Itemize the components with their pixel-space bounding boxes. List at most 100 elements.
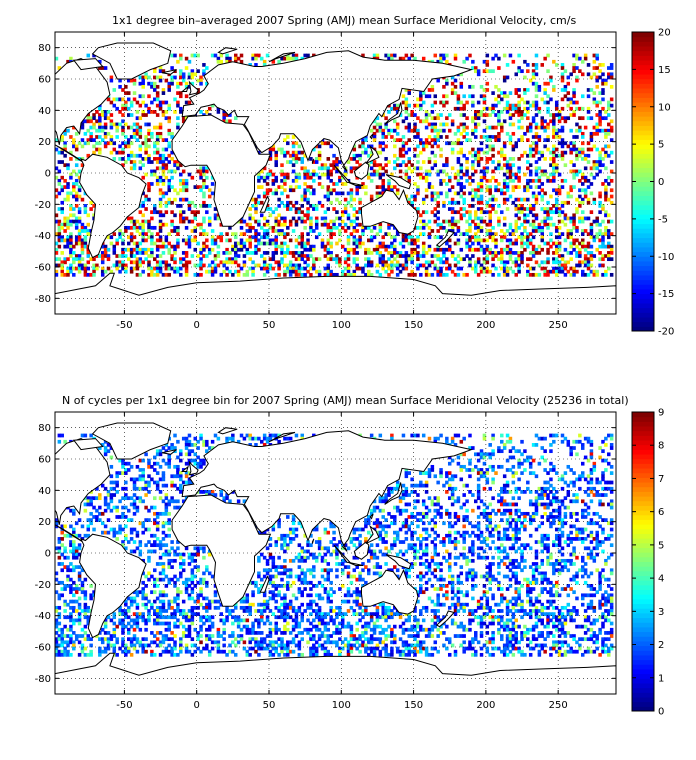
data-cell [514, 449, 518, 454]
data-cell [575, 207, 579, 211]
data-cell [147, 75, 151, 80]
data-cell [150, 464, 154, 469]
data-cell [502, 185, 507, 189]
data-cell [427, 272, 432, 277]
data-cell [257, 263, 261, 268]
data-cell [526, 188, 530, 193]
data-cell [491, 263, 495, 268]
data-cell [173, 169, 177, 174]
data-cell [202, 216, 206, 221]
data-cell [103, 449, 108, 454]
data-cell [534, 247, 539, 252]
data-cell [378, 166, 383, 171]
data-cell [601, 439, 605, 444]
data-cell [83, 508, 88, 513]
data-cell [129, 269, 134, 274]
data-cell [531, 244, 536, 249]
data-cell [381, 244, 385, 249]
data-cell [309, 185, 313, 189]
data-cell [98, 119, 102, 124]
data-cell [445, 122, 449, 127]
data-cell [213, 213, 218, 218]
data-cell [100, 128, 105, 133]
data-cell [462, 207, 466, 211]
data-cell [83, 207, 88, 211]
data-cell [531, 135, 536, 139]
data-cell [109, 141, 114, 146]
data-cell [260, 169, 264, 174]
data-cell [286, 194, 290, 199]
data-cell [329, 269, 333, 274]
data-cell [543, 216, 547, 221]
data-cell [479, 210, 484, 215]
data-cell [424, 119, 429, 124]
data-cell [144, 452, 148, 457]
data-cell [445, 194, 449, 199]
data-cell [124, 461, 128, 466]
data-cell [161, 191, 166, 196]
data-cell [607, 452, 611, 457]
data-cell [609, 257, 614, 262]
data-cell [482, 219, 487, 224]
data-cell [181, 257, 186, 262]
data-cell [517, 263, 521, 268]
data-cell [586, 241, 591, 246]
data-cell [560, 254, 565, 258]
data-cell [199, 185, 203, 189]
data-cell [109, 235, 114, 240]
data-cell [173, 269, 177, 274]
data-cell [158, 496, 163, 501]
data-cell [248, 251, 252, 255]
data-cell [184, 66, 189, 70]
data-cell [439, 53, 443, 58]
data-cell [378, 257, 383, 262]
data-cell [566, 194, 571, 199]
data-cell [416, 191, 420, 196]
data-cell [153, 141, 157, 146]
data-cell [309, 172, 313, 177]
data-cell [482, 452, 487, 457]
data-cell [254, 235, 258, 240]
data-cell [474, 153, 478, 158]
data-cell [179, 216, 183, 221]
data-cell [69, 508, 73, 513]
data-cell [55, 147, 59, 152]
data-cell [569, 229, 573, 233]
data-cell [352, 225, 357, 230]
data-cell [176, 191, 180, 196]
data-cell [534, 505, 539, 510]
data-cell [150, 269, 154, 274]
data-cell [474, 169, 478, 174]
data-cell [300, 56, 304, 61]
data-cell [586, 94, 591, 99]
data-cell [459, 247, 464, 252]
data-cell [176, 439, 180, 444]
data-cell [126, 508, 131, 513]
data-cell [210, 241, 215, 246]
data-cell [141, 458, 145, 463]
data-cell [540, 194, 545, 199]
data-cell [103, 141, 108, 146]
data-cell [274, 229, 278, 233]
data-cell [589, 257, 594, 262]
data-cell [416, 97, 420, 102]
data-cell [442, 260, 446, 265]
data-cell [375, 150, 380, 155]
data-cell [141, 163, 145, 168]
data-cell [361, 138, 365, 142]
data-cell [124, 468, 128, 472]
data-cell [332, 166, 336, 171]
data-cell [274, 235, 278, 240]
data-cell [578, 486, 582, 491]
data-cell [361, 185, 365, 189]
data-cell [280, 163, 284, 168]
data-cell [526, 257, 530, 262]
data-cell [604, 128, 608, 133]
data-cell [161, 157, 166, 161]
data-cell [233, 53, 238, 58]
data-cell [560, 486, 565, 491]
data-cell [609, 219, 614, 224]
data-cell [476, 200, 481, 205]
data-cell [586, 178, 591, 183]
data-cell [132, 135, 137, 139]
